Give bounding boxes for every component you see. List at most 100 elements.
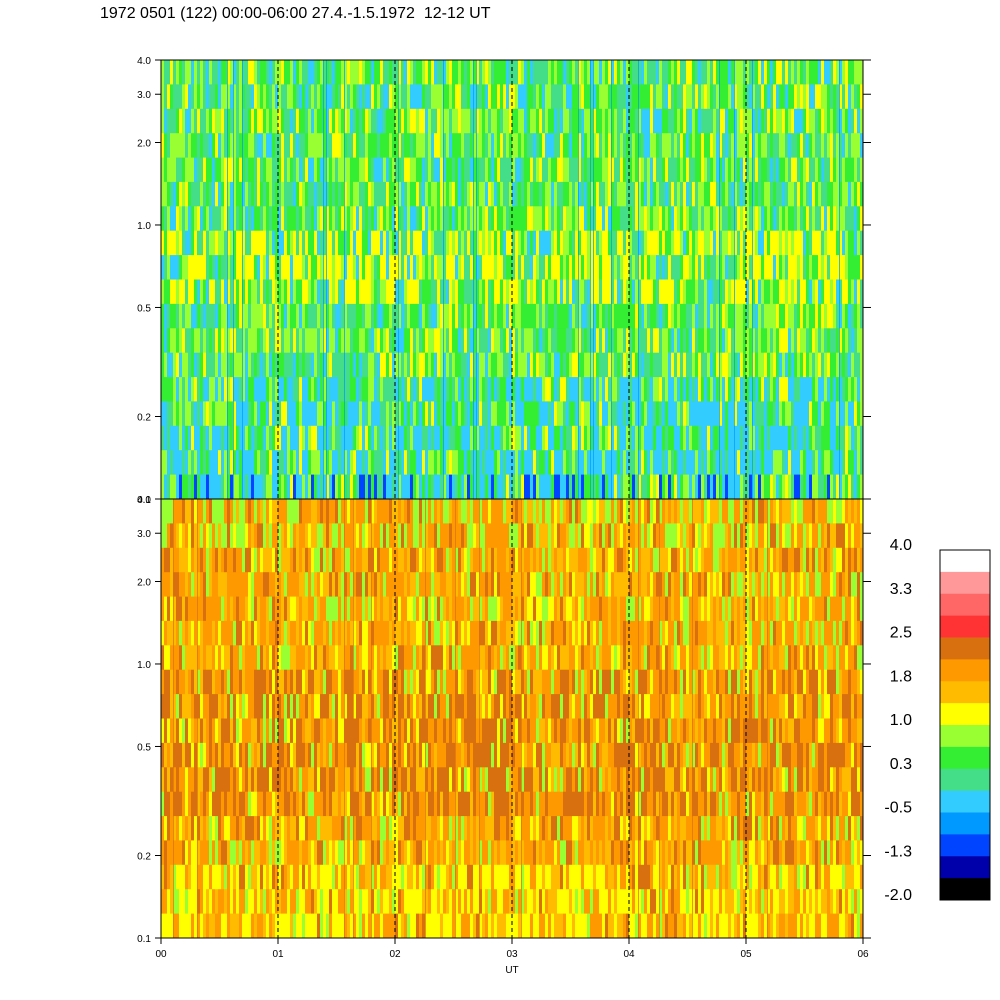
heatmap-cell (455, 84, 458, 110)
heatmap-cell (227, 474, 230, 500)
heatmap-cell (779, 303, 782, 329)
heatmap-cell (179, 206, 182, 232)
heatmap-cell (215, 572, 218, 598)
heatmap-cell (206, 328, 209, 354)
heatmap-cell (164, 913, 167, 939)
heatmap-cell (173, 377, 176, 402)
heatmap-cell (491, 206, 494, 232)
heatmap-cell (398, 474, 401, 500)
heatmap-cell (329, 450, 332, 476)
heatmap-cell (236, 864, 239, 890)
heatmap-cell (311, 303, 314, 329)
heatmap-cell (308, 303, 311, 329)
heatmap-cell (302, 279, 305, 305)
heatmap-cell (806, 425, 809, 451)
heatmap-cell (836, 60, 839, 85)
heatmap-cell (758, 474, 761, 500)
heatmap-cell (386, 450, 389, 476)
heatmap-cell (554, 157, 557, 183)
heatmap-cell (185, 279, 188, 305)
heatmap-cell (377, 133, 380, 159)
heatmap-cell (257, 840, 260, 866)
heatmap-cell (191, 742, 194, 768)
heatmap-cell (671, 255, 674, 280)
heatmap-cell (386, 352, 389, 378)
heatmap-cell (533, 303, 536, 329)
heatmap-cell (245, 230, 248, 256)
heatmap-cell (728, 84, 731, 110)
heatmap-cell (395, 474, 398, 500)
heatmap-cell (377, 279, 380, 305)
heatmap-cell (680, 279, 683, 305)
heatmap-cell (497, 255, 500, 280)
heatmap-cell (686, 133, 689, 159)
heatmap-cell (470, 425, 473, 451)
heatmap-cell (704, 181, 707, 207)
heatmap-cell (629, 230, 632, 256)
heatmap-cell (764, 328, 767, 354)
heatmap-cell (272, 742, 275, 768)
heatmap-cell (452, 377, 455, 402)
heatmap-cell (230, 669, 233, 695)
heatmap-cell (434, 133, 437, 159)
heatmap-cell (365, 133, 368, 159)
heatmap-cell (434, 474, 437, 500)
heatmap-cell (170, 913, 173, 939)
heatmap-cell (185, 84, 188, 110)
heatmap-cell (491, 255, 494, 280)
heatmap-cell (803, 401, 806, 427)
heatmap-cell (296, 352, 299, 378)
heatmap-cell (632, 157, 635, 183)
heatmap-cell (296, 377, 299, 402)
heatmap-cell (341, 84, 344, 110)
heatmap-cell (644, 328, 647, 354)
heatmap-cell (572, 279, 575, 305)
heatmap-cell (695, 474, 698, 500)
heatmap-cell (809, 230, 812, 256)
heatmap-cell (395, 108, 398, 134)
heatmap-cell (503, 133, 506, 159)
heatmap-cell (686, 279, 689, 305)
heatmap-cell (524, 303, 527, 329)
heatmap-cell (383, 474, 386, 500)
heatmap-cell (230, 596, 233, 622)
heatmap-cell (497, 474, 500, 500)
heatmap-cell (485, 230, 488, 256)
heatmap-cell (749, 352, 752, 378)
heatmap-cell (239, 328, 242, 354)
heatmap-cell (755, 230, 758, 256)
heatmap-cell (242, 474, 245, 500)
heatmap-cell (644, 60, 647, 85)
heatmap-cell (272, 913, 275, 939)
heatmap-cell (626, 279, 629, 305)
heatmap-cell (701, 181, 704, 207)
heatmap-cell (755, 133, 758, 159)
heatmap-cell (827, 60, 830, 85)
heatmap-cell (344, 255, 347, 280)
heatmap-cell (302, 230, 305, 256)
heatmap-cell (386, 157, 389, 183)
heatmap-cell (347, 425, 350, 451)
heatmap-cell (383, 206, 386, 232)
heatmap-cell (161, 499, 164, 524)
heatmap-cell (335, 450, 338, 476)
heatmap-cell (476, 206, 479, 232)
heatmap-cell (347, 108, 350, 134)
heatmap-cell (245, 913, 248, 939)
heatmap-cell (278, 523, 281, 549)
heatmap-cell (167, 60, 170, 85)
heatmap-cell (644, 279, 647, 305)
heatmap-cell (329, 108, 332, 134)
heatmap-cell (206, 206, 209, 232)
heatmap-cell (659, 328, 662, 354)
heatmap-cell (173, 230, 176, 256)
heatmap-cell (488, 255, 491, 280)
heatmap-cell (233, 669, 236, 695)
heatmap-cell (266, 474, 269, 500)
heatmap-cell (353, 303, 356, 329)
heatmap-cell (503, 401, 506, 427)
heatmap-cell (287, 206, 290, 232)
heatmap-cell (635, 108, 638, 134)
heatmap-cell (563, 450, 566, 476)
heatmap-cell (581, 133, 584, 159)
